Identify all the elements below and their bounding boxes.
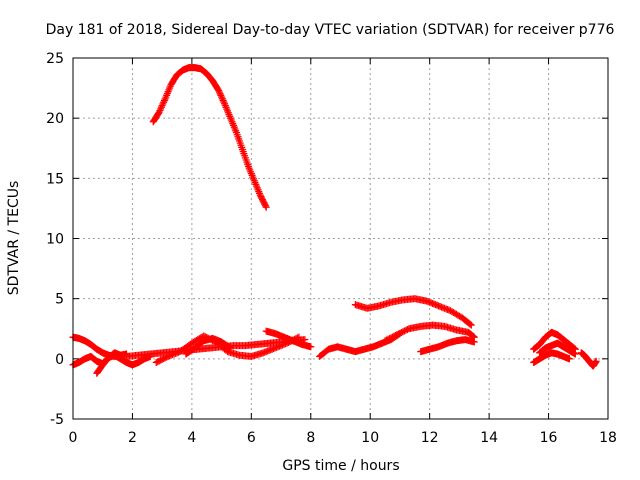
y-tick-label: 25: [46, 51, 64, 67]
data-point: [571, 350, 579, 358]
data-point: [157, 103, 165, 111]
y-tick-label: 20: [46, 111, 64, 127]
data-point: [160, 98, 168, 106]
x-tick-label: 4: [187, 430, 196, 446]
data-point: [395, 330, 403, 338]
data-point: [227, 344, 235, 352]
data-point: [565, 355, 573, 363]
data-point: [295, 333, 303, 341]
data-point: [257, 193, 265, 201]
y-tick-label: 10: [46, 232, 64, 248]
y-tick-label: 0: [55, 352, 64, 368]
series-arc_17_18: [577, 349, 600, 370]
data-point: [261, 200, 269, 208]
x-tick-label: 12: [421, 430, 439, 446]
x-tick-label: 6: [247, 430, 256, 446]
data-point: [160, 97, 168, 105]
series-arc_9_14: [351, 295, 475, 329]
ticks: 0 2 4 6 8 10 12 14 16 18 -5 0 5 10 15 20 25: [46, 51, 617, 446]
data-point: [225, 343, 233, 351]
data-point: [158, 102, 166, 110]
data-point: [258, 194, 266, 202]
data-point: [155, 108, 163, 116]
data-point: [258, 196, 266, 204]
x-tick-label: 18: [599, 430, 617, 446]
data-point: [215, 88, 223, 96]
data-point: [216, 90, 224, 98]
x-tick-label: 16: [540, 430, 558, 446]
data-point: [256, 191, 264, 199]
data-point: [218, 95, 226, 103]
data-point: [261, 202, 269, 210]
series-arc_8_12: [316, 330, 404, 360]
series-arc_1_3: [93, 351, 154, 377]
data-point: [220, 98, 228, 106]
data-point: [467, 321, 475, 329]
data-point: [217, 91, 225, 99]
data-point: [470, 338, 478, 346]
data-point: [146, 352, 154, 360]
x-tick-label: 10: [361, 430, 379, 446]
data-point: [307, 343, 315, 351]
series-arc_16_17c: [536, 339, 579, 358]
data-point: [159, 100, 167, 108]
data-point: [259, 197, 267, 205]
series-arc_6_8: [262, 327, 315, 351]
data-point: [262, 203, 270, 211]
series-arc_16_17b: [530, 349, 573, 366]
data-point: [157, 105, 165, 113]
data-point: [218, 93, 226, 101]
data-point: [260, 199, 268, 207]
grid: [73, 58, 608, 419]
y-tick-label: 15: [46, 171, 64, 187]
series-arc_mid_2: [417, 336, 478, 356]
x-tick-label: 0: [69, 430, 78, 446]
x-tick-label: 2: [128, 430, 137, 446]
x-tick-label: 8: [306, 430, 315, 446]
x-axis-title: GPS time / hours: [282, 458, 399, 474]
y-tick-label: -5: [50, 412, 64, 428]
data-point: [466, 320, 474, 328]
series-arc_high: [149, 64, 270, 211]
data-point: [215, 86, 223, 94]
data-point: [219, 96, 227, 104]
data-points: [69, 64, 600, 377]
y-tick-label: 5: [55, 292, 64, 308]
data-point: [396, 330, 404, 338]
x-tick-label: 14: [480, 430, 498, 446]
data-point: [156, 106, 164, 114]
series-arc_16_17: [530, 328, 579, 353]
y-axis-title: SDTVAR / TECUs: [6, 181, 22, 296]
chart-title: Day 181 of 2018, Sidereal Day-to-day VTE…: [46, 22, 615, 38]
series-arc_4_6: [182, 334, 235, 358]
data-point: [592, 357, 600, 365]
